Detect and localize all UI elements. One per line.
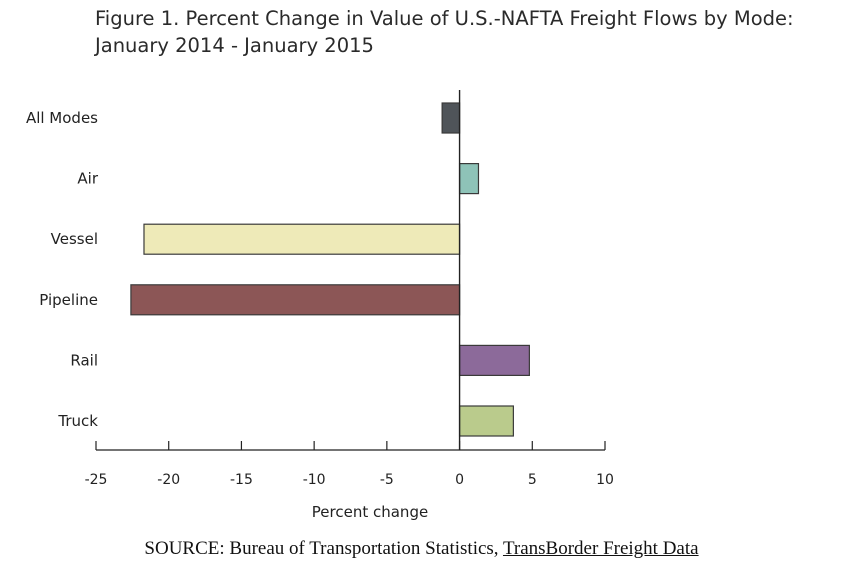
chart-title: Figure 1. Percent Change in Value of U.S…: [95, 7, 794, 57]
category-label-pipeline: Pipeline: [39, 291, 98, 309]
bar-vessel: [143, 223, 461, 255]
x-tick-label-2: -15: [230, 472, 253, 488]
source-note: SOURCE: Bureau of Transportation Statist…: [0, 538, 843, 560]
x-tick-label-7: 10: [596, 472, 614, 488]
x-tick-label-6: 5: [528, 472, 537, 488]
x-tick-label-0: -25: [85, 472, 108, 488]
bar-all-modes: [441, 102, 461, 134]
bar-pipeline: [130, 284, 461, 316]
source-link[interactable]: TransBorder Freight Data: [502, 538, 699, 559]
category-labels: All Modes Air Vessel Pipeline Rail Truck: [26, 109, 99, 430]
bar-air: [458, 163, 480, 195]
bars-group: [130, 90, 530, 450]
bar-rail: [458, 344, 530, 376]
x-tick-label-5: 0: [455, 472, 464, 488]
bar-truck: [458, 405, 514, 437]
x-axis: -25 -20 -15 -10 -5 0 5 10: [85, 441, 614, 488]
category-label-rail: Rail: [70, 351, 98, 369]
category-label-air: Air: [77, 170, 98, 188]
category-label-vessel: Vessel: [51, 230, 98, 248]
x-tick-label-1: -20: [157, 472, 180, 488]
category-label-all-modes: All Modes: [26, 109, 98, 127]
category-label-truck: Truck: [57, 412, 98, 430]
x-axis-title: Percent change: [312, 503, 428, 521]
x-tick-label-3: -10: [303, 472, 326, 488]
x-tick-label-4: -5: [380, 472, 394, 488]
source-prefix: SOURCE: Bureau of Transportation Statist…: [144, 538, 503, 559]
